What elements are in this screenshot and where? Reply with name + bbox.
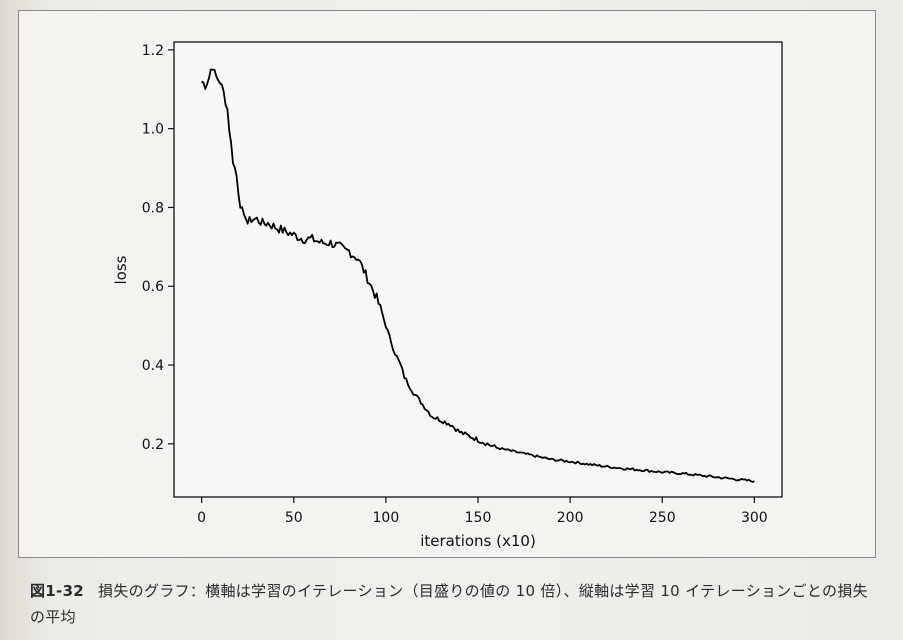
- x-axis: 0 50 100 150 200 250 300: [197, 497, 768, 526]
- loss-chart: 0 50 100 150 200 250 300 0.2 0.4 0.6 0.8 1.0 1.2 it…: [112, 41, 783, 550]
- y-tick-label: 0.4: [142, 358, 164, 374]
- y-axis-label: loss: [112, 255, 130, 284]
- y-tick-label: 0.8: [142, 200, 164, 216]
- x-tick-label: 200: [557, 510, 584, 526]
- x-tick-label: 50: [285, 510, 303, 526]
- x-tick-label: 150: [465, 510, 492, 526]
- figure-number: 図1-32: [30, 582, 85, 600]
- y-tick-label: 0.6: [142, 279, 164, 295]
- y-tick-label: 1.2: [142, 43, 164, 59]
- caption-text: 損失のグラフ：横軸は学習のイテレーション（目盛りの値の 10 倍）、縦軸は学習 …: [30, 582, 868, 626]
- y-tick-label: 1.0: [142, 122, 164, 138]
- x-axis-label: iterations (x10): [420, 532, 536, 550]
- plot-area: [173, 41, 783, 498]
- x-tick-label: 250: [649, 510, 676, 526]
- x-tick-label: 100: [373, 510, 400, 526]
- x-tick-label: 0: [197, 510, 206, 526]
- y-axis: 0.2 0.4 0.6 0.8 1.0 1.2: [142, 43, 174, 453]
- x-tick-label: 300: [741, 510, 768, 526]
- loss-series-line: [201, 68, 755, 483]
- y-tick-label: 0.2: [142, 437, 164, 453]
- figure-caption: 図1-32 損失のグラフ：横軸は学習のイテレーション（目盛りの値の 10 倍）、縦…: [30, 578, 880, 630]
